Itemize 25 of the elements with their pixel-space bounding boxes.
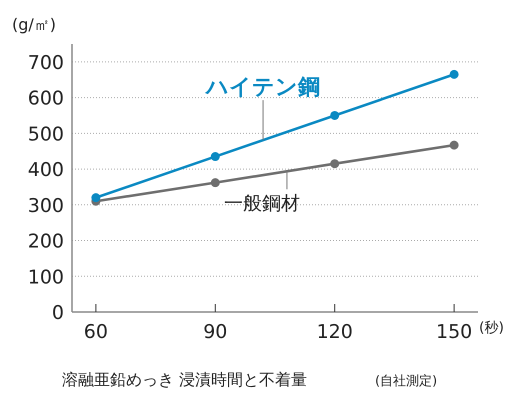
y-tick-label: 700 — [28, 52, 64, 74]
point — [450, 70, 459, 79]
x-tick-label: 120 — [316, 321, 353, 343]
y-tick-label: 0 — [52, 302, 64, 324]
point — [330, 159, 340, 168]
y-axis-title: (g/㎡) — [12, 15, 56, 34]
y-tick-label: 300 — [28, 194, 64, 217]
legend-label: 一般鋼材 — [224, 192, 300, 214]
point — [91, 193, 100, 202]
y-tick-label: 500 — [28, 123, 64, 146]
x-tick-label: 90 — [203, 321, 228, 343]
y-tick-label: 200 — [28, 230, 64, 253]
point — [330, 110, 340, 120]
point — [210, 178, 220, 188]
x-axis-title: (秒) — [479, 320, 504, 336]
text: 溶融亜鉛めっき 浸漬時間と不着量 — [62, 370, 308, 389]
y-tick-label: 600 — [28, 88, 64, 110]
y-tick-label: 400 — [28, 159, 64, 182]
series-label: ハイテン鋼 — [204, 75, 320, 100]
text: (自社測定) — [375, 374, 438, 389]
point — [450, 140, 459, 150]
point — [210, 152, 220, 162]
x-tick-label: 150 — [436, 321, 472, 343]
y-tick-label: 100 — [28, 266, 64, 288]
x-tick-label: 60 — [84, 321, 108, 343]
